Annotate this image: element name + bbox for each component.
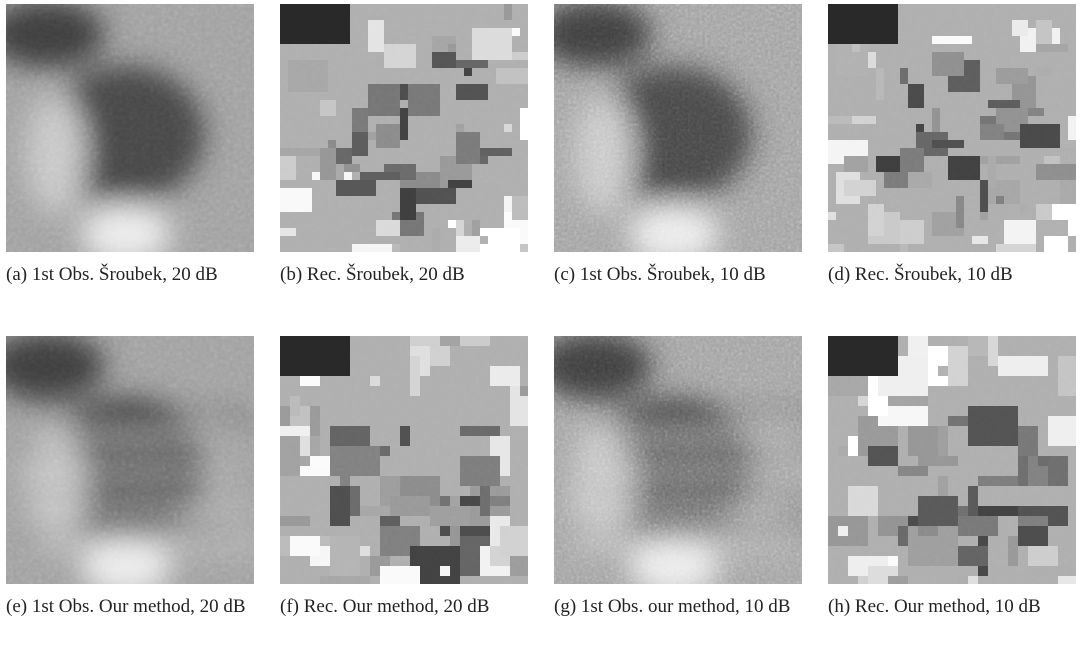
subfigure: (c) 1st Obs. Šroubek, 10 dB [554, 4, 804, 290]
caption: (h) Rec. Our method, 10 dB [828, 592, 1080, 622]
subfigure: (f) Rec. Our method, 20 dB [280, 336, 530, 622]
subfigure: (d) Rec. Šroubek, 10 dB [828, 4, 1078, 290]
subfigure: (h) Rec. Our method, 10 dB [828, 336, 1078, 622]
image [280, 336, 528, 584]
subfigure: (a) 1st Obs. Šroubek, 20 dB [6, 4, 256, 290]
noise [554, 336, 802, 584]
subfigure: (g) 1st Obs. our method, 10 dB [554, 336, 804, 622]
subfigure: (e) 1st Obs. Our method, 20 dB [6, 336, 256, 622]
caption: (b) Rec. Šroubek, 20 dB [280, 260, 532, 290]
image [554, 336, 802, 584]
noise [554, 4, 802, 252]
image [554, 4, 802, 252]
caption: (c) 1st Obs. Šroubek, 10 dB [554, 260, 806, 290]
caption: (d) Rec. Šroubek, 10 dB [828, 260, 1080, 290]
noise [828, 4, 1076, 252]
noise [280, 336, 528, 584]
subfigure: (b) Rec. Šroubek, 20 dB [280, 4, 530, 290]
caption: (e) 1st Obs. Our method, 20 dB [6, 592, 258, 622]
image [6, 4, 254, 252]
image [280, 4, 528, 252]
noise [828, 336, 1076, 584]
image [828, 336, 1076, 584]
caption: (a) 1st Obs. Šroubek, 20 dB [6, 260, 258, 290]
image [6, 336, 254, 584]
page: (a) 1st Obs. Šroubek, 20 dB (b) Rec. Šrou… [0, 0, 1083, 666]
noise [6, 336, 254, 584]
caption: (g) 1st Obs. our method, 10 dB [554, 592, 806, 622]
image [828, 4, 1076, 252]
noise [6, 4, 254, 252]
caption: (f) Rec. Our method, 20 dB [280, 592, 532, 622]
noise [280, 4, 528, 252]
